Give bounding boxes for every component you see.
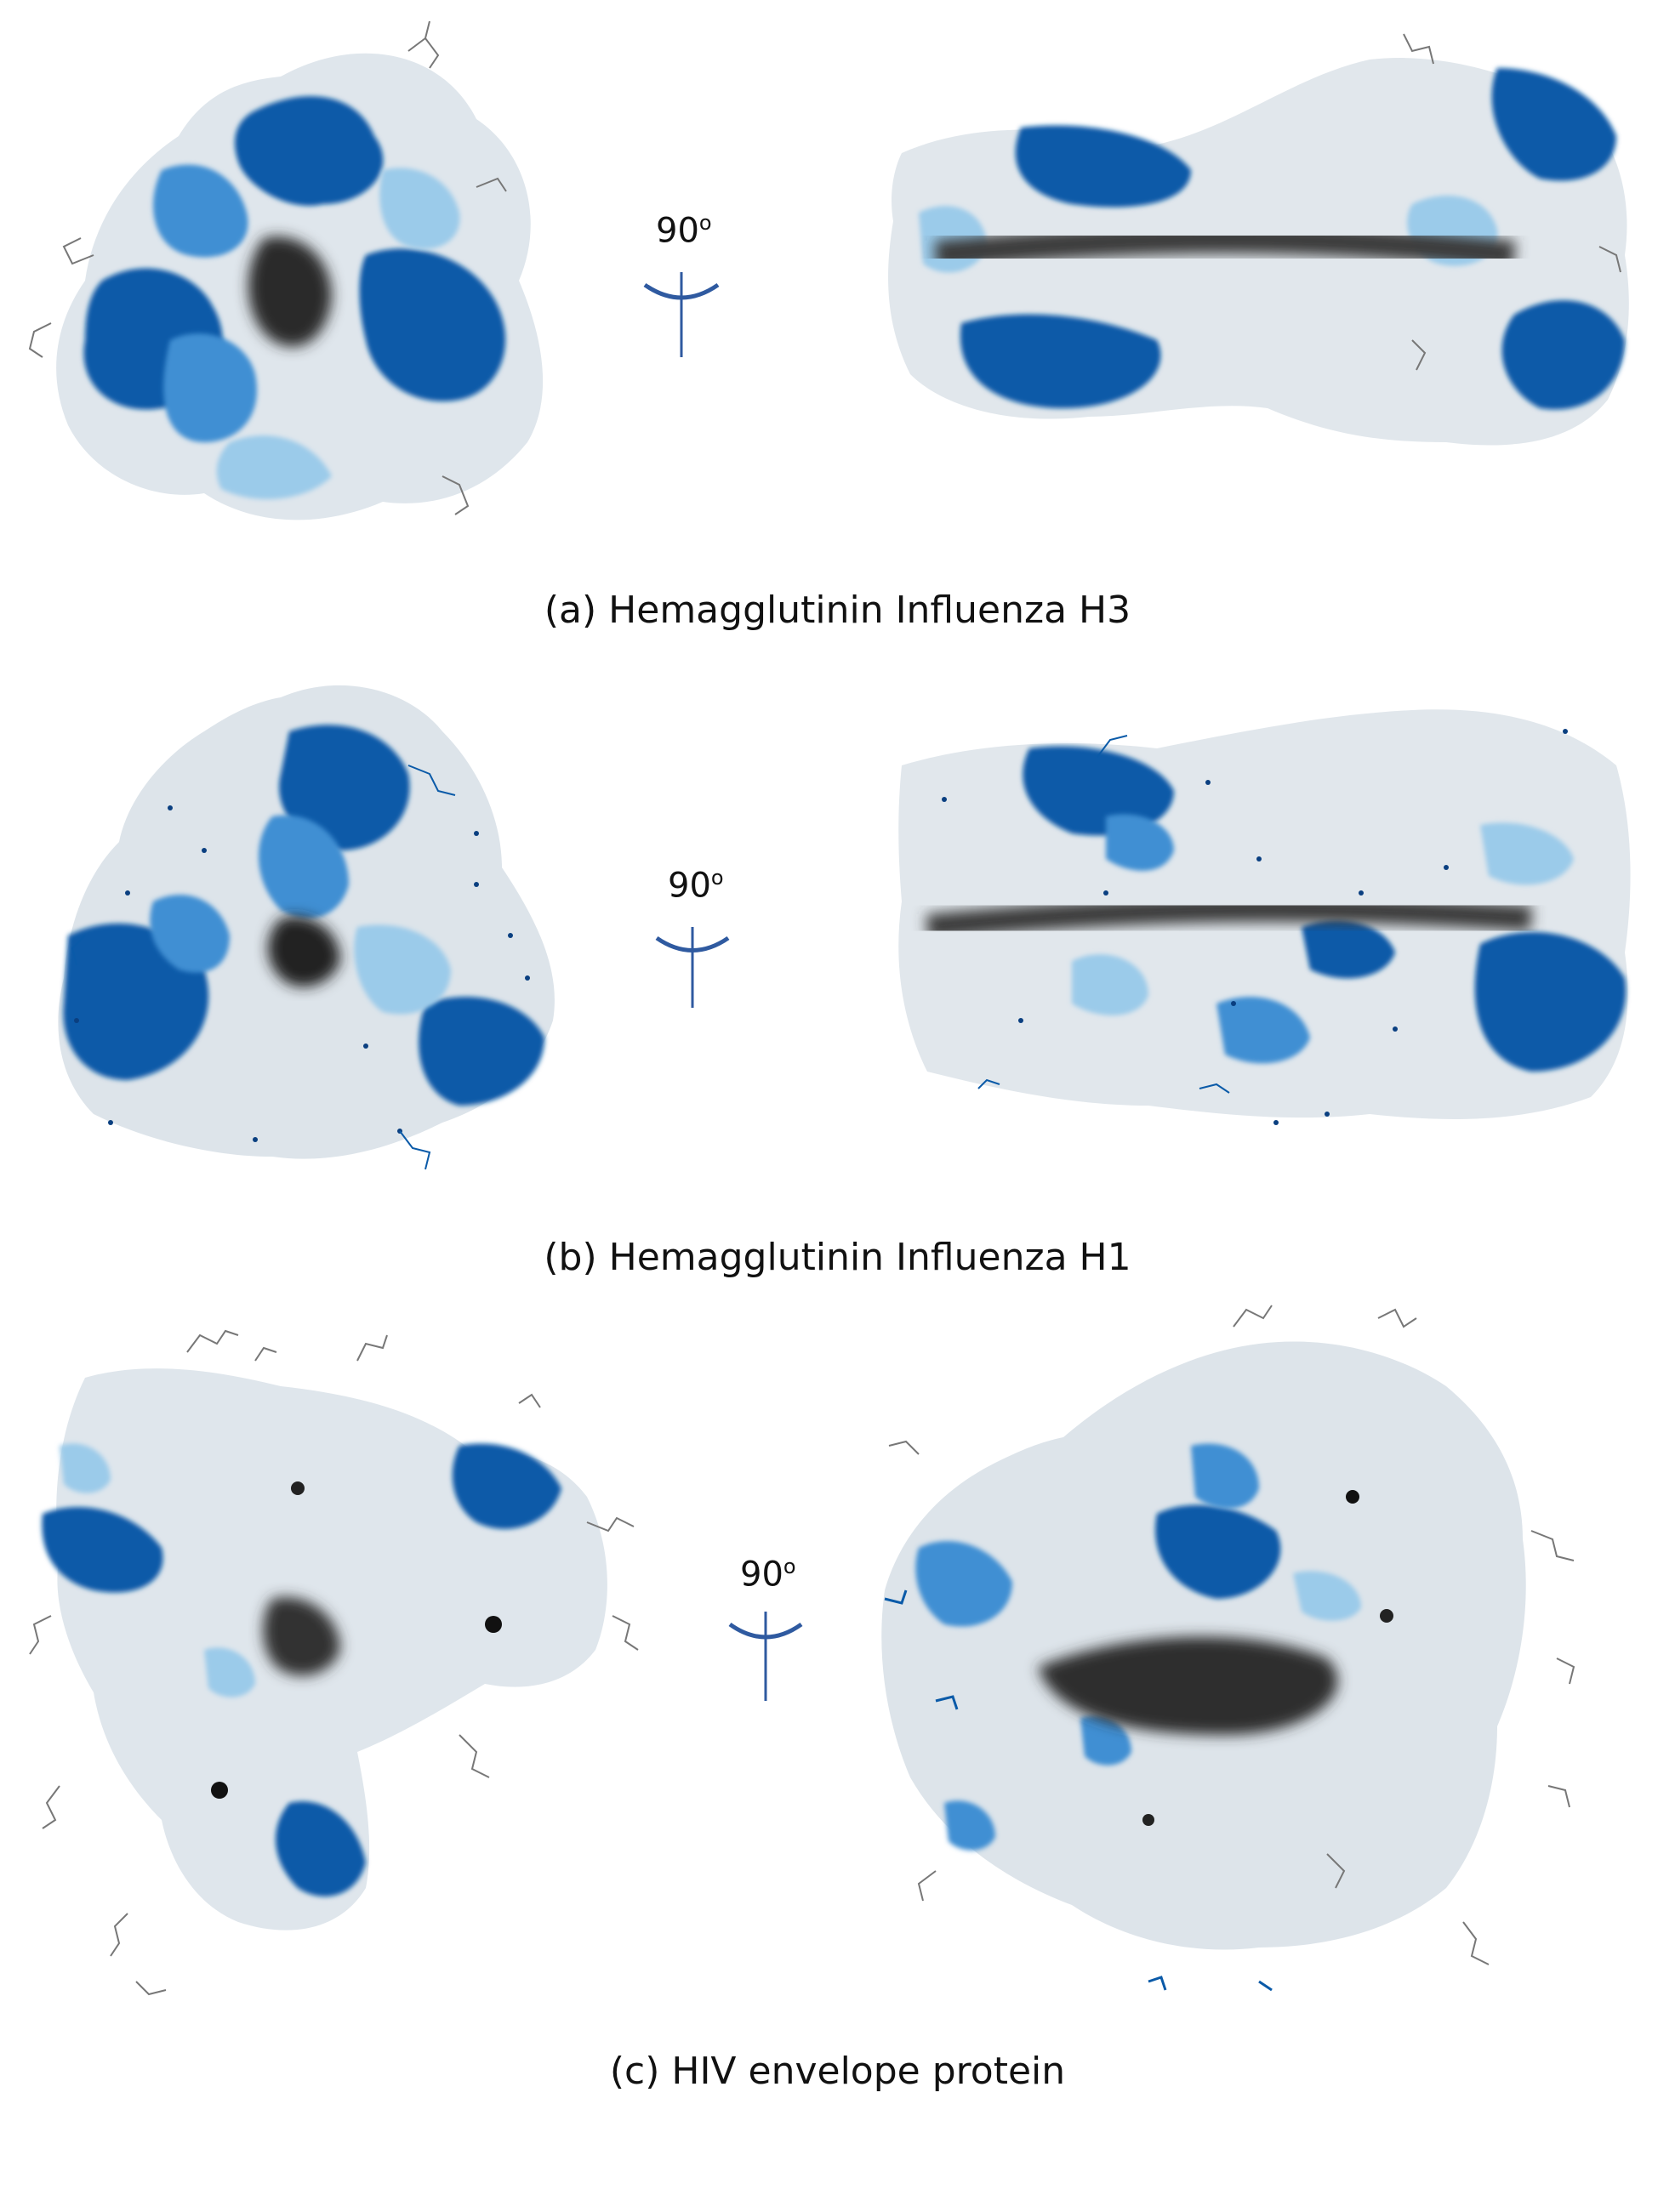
rotation-angle: 90 bbox=[656, 211, 699, 251]
panel-a-rotation-symbol bbox=[643, 272, 720, 357]
rotation-angle: 90 bbox=[668, 866, 711, 906]
panel-a-caption: (a) Hemagglutinin Influenza H3 bbox=[544, 589, 1131, 632]
panel-a-top-view bbox=[28, 20, 544, 520]
panel-a-side-view bbox=[888, 33, 1629, 446]
rotation-degree-mark: o bbox=[710, 866, 724, 890]
panel-c-side-view bbox=[881, 1305, 1575, 1992]
panel-b-side-view bbox=[898, 709, 1631, 1125]
panel-b-rotation-symbol bbox=[655, 927, 730, 1008]
panel-b-rotation-label: 90o bbox=[668, 866, 724, 905]
panel-b-top-view bbox=[58, 685, 555, 1170]
panel-c-top-view bbox=[29, 1329, 639, 1996]
panel-c-rotation-label: 90o bbox=[740, 1555, 796, 1594]
panel-a-rotation-label: 90o bbox=[656, 211, 712, 250]
rotation-angle: 90 bbox=[740, 1555, 783, 1595]
rotation-degree-mark: o bbox=[783, 1555, 796, 1578]
panel-c-caption: (c) HIV envelope protein bbox=[609, 2050, 1066, 2093]
panel-c-rotation-symbol bbox=[728, 1612, 803, 1701]
rotation-degree-mark: o bbox=[698, 211, 712, 235]
panel-b-caption: (b) Hemagglutinin Influenza H1 bbox=[544, 1236, 1131, 1279]
